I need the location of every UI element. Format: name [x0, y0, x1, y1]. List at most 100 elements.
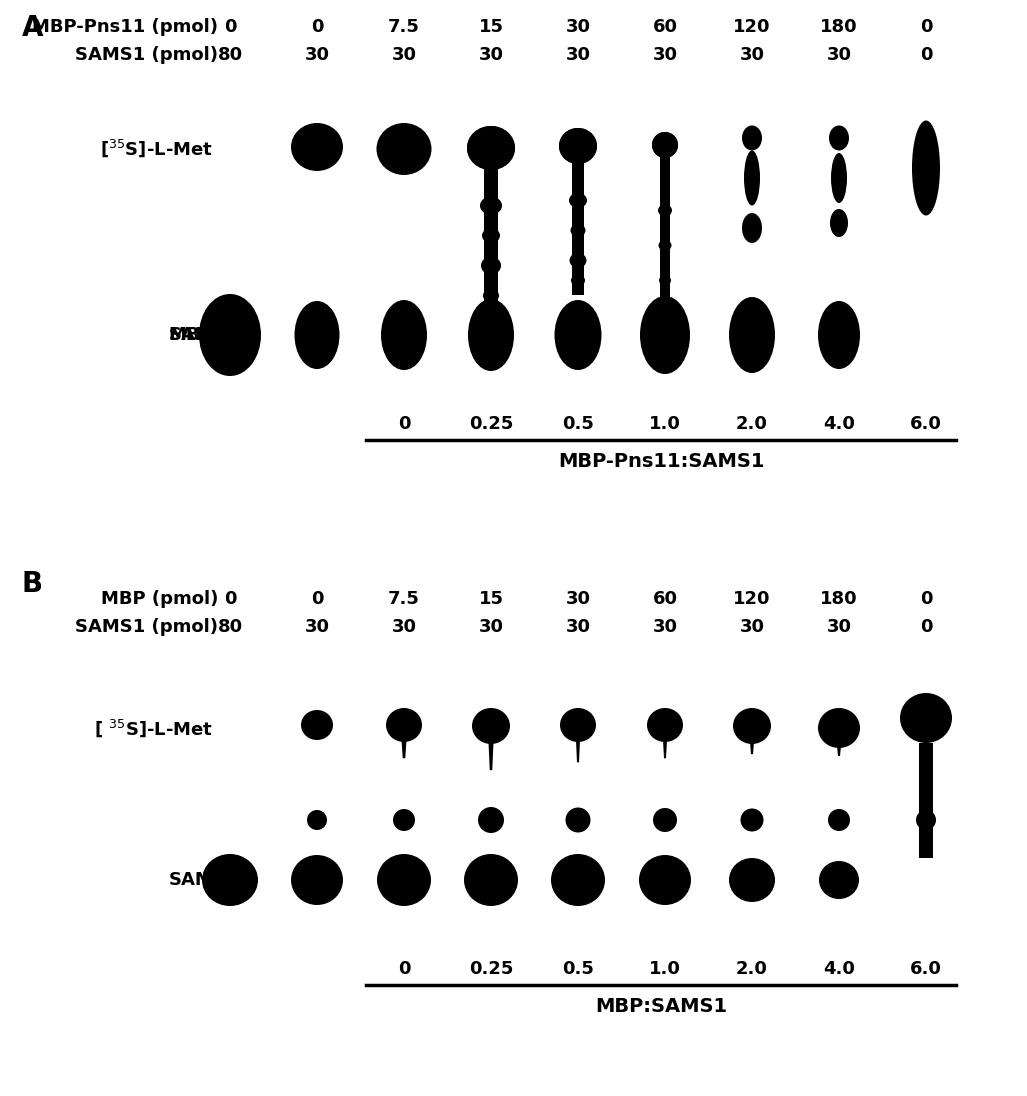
Ellipse shape — [480, 196, 502, 215]
Text: 30: 30 — [391, 618, 417, 636]
Text: MBP:SAMS1: MBP:SAMS1 — [595, 997, 727, 1016]
Text: MBP-Pns11:SAMS1: MBP-Pns11:SAMS1 — [558, 452, 764, 471]
Ellipse shape — [828, 809, 850, 831]
Ellipse shape — [729, 858, 775, 902]
Text: 0.25: 0.25 — [468, 415, 514, 433]
Ellipse shape — [467, 126, 515, 170]
Ellipse shape — [900, 693, 952, 743]
Ellipse shape — [831, 153, 847, 203]
Text: 0: 0 — [920, 18, 933, 36]
Ellipse shape — [464, 854, 518, 906]
Text: 30: 30 — [827, 46, 851, 64]
Ellipse shape — [566, 808, 591, 833]
Text: 180: 180 — [821, 590, 858, 608]
Text: 1.0: 1.0 — [649, 415, 681, 433]
Text: 0: 0 — [920, 618, 933, 636]
Text: 30: 30 — [739, 618, 764, 636]
Polygon shape — [572, 160, 584, 296]
Ellipse shape — [472, 708, 510, 744]
Text: [ $^{35}$S]-L-Met: [ $^{35}$S]-L-Met — [93, 717, 213, 739]
Text: 30: 30 — [566, 590, 591, 608]
Text: 7.5: 7.5 — [388, 18, 420, 36]
Text: MBP-Pns11 (pmol): MBP-Pns11 (pmol) — [32, 18, 218, 36]
Text: 0: 0 — [311, 18, 324, 36]
Ellipse shape — [829, 126, 849, 150]
Text: SAM: SAM — [168, 871, 213, 889]
Text: SAMS1 (pmol): SAMS1 (pmol) — [75, 46, 218, 64]
Ellipse shape — [377, 854, 431, 906]
Text: 30: 30 — [739, 46, 764, 64]
Ellipse shape — [659, 275, 671, 285]
Ellipse shape — [571, 274, 585, 286]
Ellipse shape — [559, 128, 597, 164]
Text: 15: 15 — [479, 18, 503, 36]
Ellipse shape — [640, 296, 690, 374]
Ellipse shape — [819, 861, 859, 899]
Text: 30: 30 — [652, 46, 678, 64]
Text: 60: 60 — [652, 590, 678, 608]
Text: 0.25: 0.25 — [468, 960, 514, 978]
Ellipse shape — [555, 300, 602, 370]
Text: 30: 30 — [479, 618, 503, 636]
Ellipse shape — [658, 204, 672, 216]
Text: 120: 120 — [733, 590, 770, 608]
Text: 0: 0 — [920, 590, 933, 608]
Text: MBP (pmol): MBP (pmol) — [101, 590, 218, 608]
Text: 30: 30 — [566, 618, 591, 636]
Ellipse shape — [291, 855, 343, 905]
Ellipse shape — [733, 708, 771, 744]
Ellipse shape — [381, 300, 427, 370]
Ellipse shape — [830, 209, 848, 237]
Ellipse shape — [307, 810, 327, 830]
Ellipse shape — [653, 808, 677, 832]
Ellipse shape — [817, 301, 860, 369]
Text: [$^{35}$S]-L-Met: [$^{35}$S]-L-Met — [100, 137, 213, 159]
Polygon shape — [402, 740, 407, 758]
Text: 0: 0 — [224, 18, 236, 36]
Ellipse shape — [744, 150, 760, 206]
Text: SAMS1 (pmol): SAMS1 (pmol) — [75, 618, 218, 636]
Text: 30: 30 — [652, 618, 678, 636]
Ellipse shape — [729, 297, 775, 373]
Ellipse shape — [393, 809, 415, 831]
Text: 30: 30 — [391, 46, 417, 64]
Ellipse shape — [481, 256, 501, 275]
Text: 30: 30 — [304, 46, 330, 64]
Polygon shape — [484, 165, 498, 321]
Ellipse shape — [301, 710, 333, 740]
Text: 30: 30 — [479, 46, 503, 64]
Ellipse shape — [570, 253, 586, 267]
Text: 80: 80 — [218, 46, 242, 64]
Ellipse shape — [569, 193, 587, 208]
Ellipse shape — [560, 708, 596, 742]
Text: 0.5: 0.5 — [562, 415, 594, 433]
Ellipse shape — [386, 708, 422, 742]
Text: 0: 0 — [224, 590, 236, 608]
Polygon shape — [663, 740, 667, 758]
Ellipse shape — [551, 854, 605, 906]
Ellipse shape — [199, 294, 261, 376]
Text: 6.0: 6.0 — [910, 415, 942, 433]
Text: 1.0: 1.0 — [649, 960, 681, 978]
Ellipse shape — [741, 213, 762, 243]
Polygon shape — [750, 742, 754, 754]
Text: 0: 0 — [397, 960, 410, 978]
Ellipse shape — [468, 299, 514, 372]
Text: 0.5: 0.5 — [562, 960, 594, 978]
Ellipse shape — [478, 807, 504, 833]
Text: 60: 60 — [652, 18, 678, 36]
Ellipse shape — [916, 810, 936, 830]
Text: A: A — [22, 14, 43, 42]
Ellipse shape — [571, 224, 585, 237]
Ellipse shape — [741, 126, 762, 150]
Text: B: B — [22, 570, 43, 598]
Ellipse shape — [483, 288, 499, 302]
Text: 80: 80 — [218, 618, 242, 636]
Text: 4.0: 4.0 — [823, 415, 854, 433]
Ellipse shape — [291, 123, 343, 171]
Text: 6.0: 6.0 — [910, 960, 942, 978]
Ellipse shape — [639, 855, 691, 905]
Text: 30: 30 — [304, 618, 330, 636]
Polygon shape — [489, 742, 494, 770]
Text: 15: 15 — [479, 590, 503, 608]
